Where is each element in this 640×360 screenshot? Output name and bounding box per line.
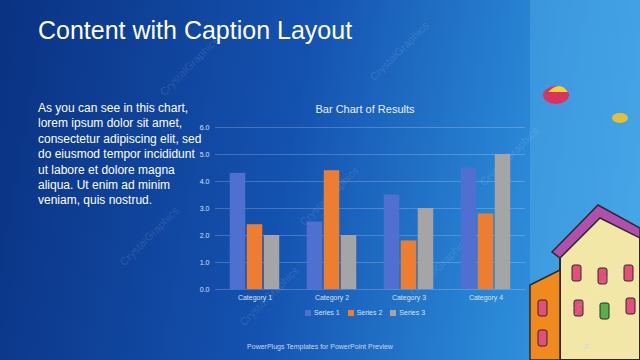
svg-text:2.0: 2.0 bbox=[200, 232, 210, 239]
svg-text:0.0: 0.0 bbox=[200, 286, 210, 293]
svg-text:4.0: 4.0 bbox=[200, 178, 210, 185]
svg-text:Category 1: Category 1 bbox=[238, 294, 272, 302]
svg-text:1.0: 1.0 bbox=[200, 259, 210, 266]
svg-text:3.0: 3.0 bbox=[200, 205, 210, 212]
svg-text:6.0: 6.0 bbox=[200, 124, 210, 131]
svg-text:5.0: 5.0 bbox=[200, 151, 210, 158]
svg-text:Category 2: Category 2 bbox=[315, 294, 349, 302]
svg-text:Category 3: Category 3 bbox=[392, 294, 426, 302]
svg-text:Category 4: Category 4 bbox=[469, 294, 503, 302]
